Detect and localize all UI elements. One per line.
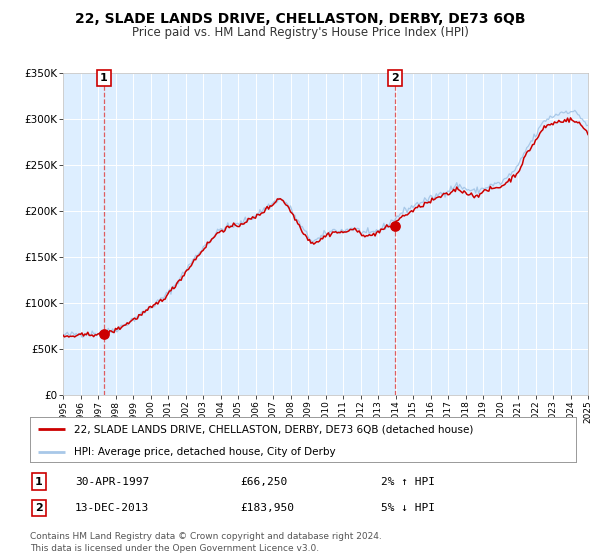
- Text: 22, SLADE LANDS DRIVE, CHELLASTON, DERBY, DE73 6QB: 22, SLADE LANDS DRIVE, CHELLASTON, DERBY…: [75, 12, 525, 26]
- Point: [390, 221, 400, 230]
- Text: 5% ↓ HPI: 5% ↓ HPI: [381, 503, 435, 513]
- Text: £66,250: £66,250: [240, 477, 287, 487]
- Text: 2: 2: [35, 503, 43, 513]
- Text: 22, SLADE LANDS DRIVE, CHELLASTON, DERBY, DE73 6QB (detached house): 22, SLADE LANDS DRIVE, CHELLASTON, DERBY…: [74, 424, 473, 435]
- Text: £183,950: £183,950: [240, 503, 294, 513]
- Text: 1: 1: [100, 73, 107, 83]
- Point: [99, 329, 109, 338]
- Text: Price paid vs. HM Land Registry's House Price Index (HPI): Price paid vs. HM Land Registry's House …: [131, 26, 469, 39]
- Text: Contains HM Land Registry data © Crown copyright and database right 2024.: Contains HM Land Registry data © Crown c…: [30, 532, 382, 541]
- Text: 2: 2: [391, 73, 398, 83]
- Text: 1: 1: [35, 477, 43, 487]
- Text: This data is licensed under the Open Government Licence v3.0.: This data is licensed under the Open Gov…: [30, 544, 319, 553]
- Text: 2% ↑ HPI: 2% ↑ HPI: [381, 477, 435, 487]
- Text: 30-APR-1997: 30-APR-1997: [75, 477, 149, 487]
- Text: HPI: Average price, detached house, City of Derby: HPI: Average price, detached house, City…: [74, 447, 335, 457]
- Text: 13-DEC-2013: 13-DEC-2013: [75, 503, 149, 513]
